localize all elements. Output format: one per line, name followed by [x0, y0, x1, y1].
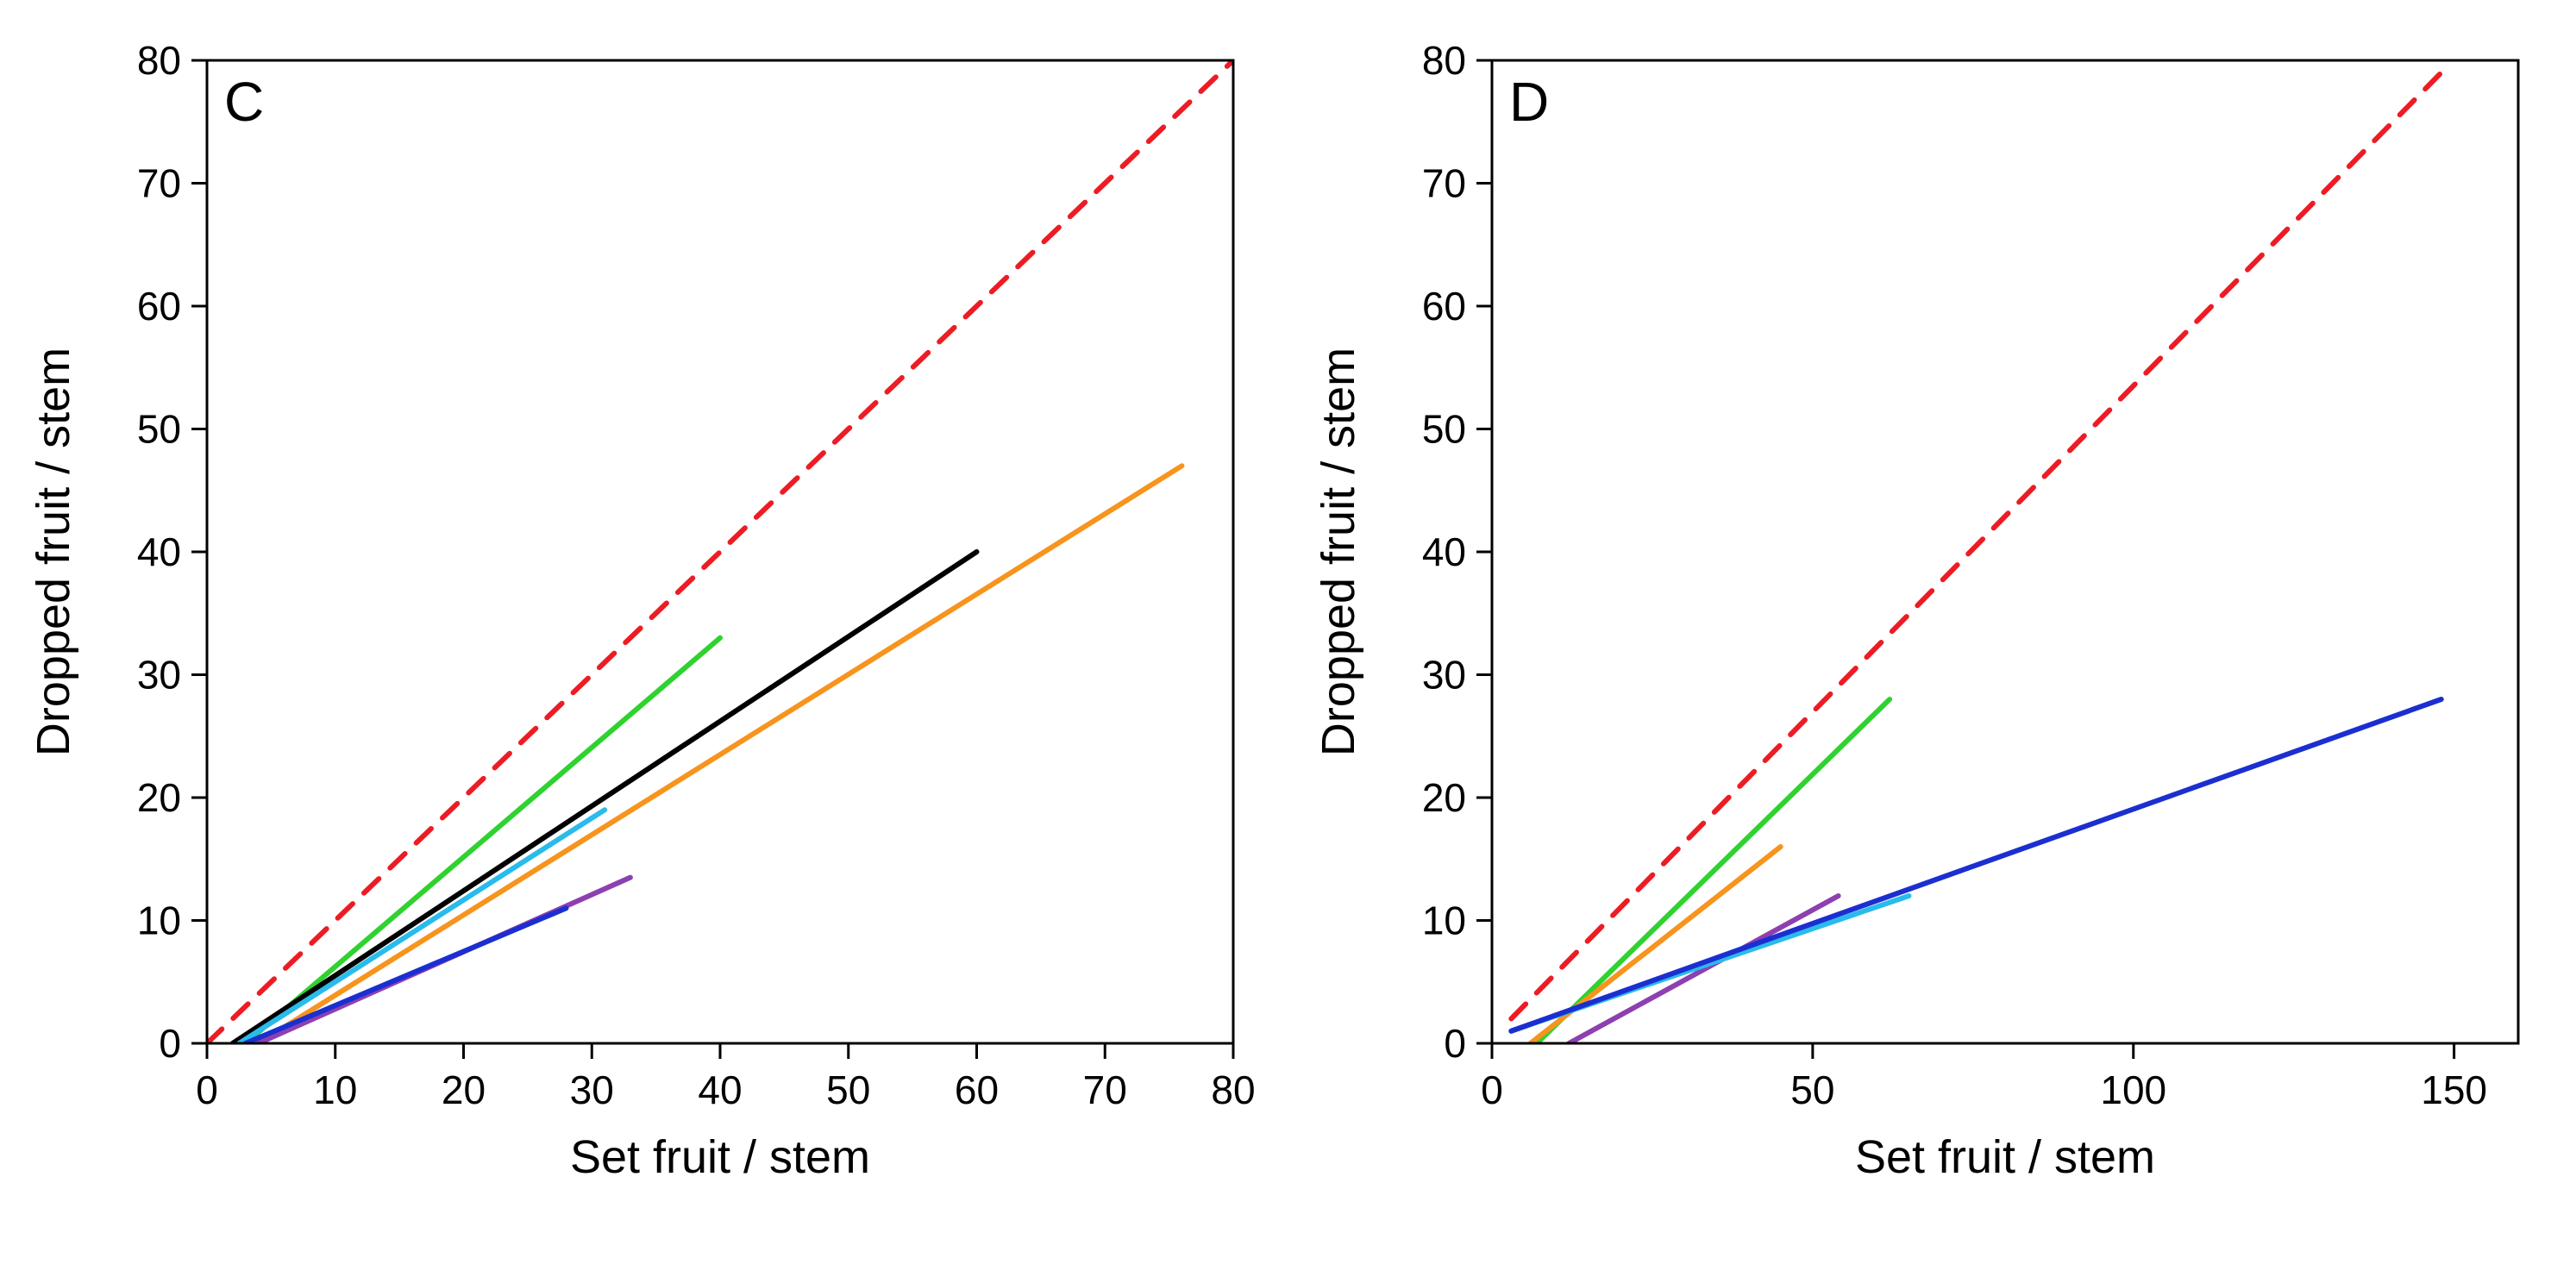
y-tick-label: 80	[137, 38, 181, 83]
x-tick-label: 50	[1790, 1067, 1834, 1112]
series-group	[1511, 72, 2441, 1043]
x-tick-label: 20	[442, 1067, 486, 1112]
series-red-dashed	[207, 60, 1233, 1043]
series-group	[207, 60, 1233, 1043]
y-tick-label: 40	[137, 529, 181, 574]
x-axis-title: Set fruit / stem	[1855, 1131, 2155, 1183]
y-tick-label: 70	[1422, 161, 1466, 206]
series-cyan	[239, 810, 605, 1043]
series-green	[1537, 699, 1890, 1043]
x-tick-label: 30	[570, 1067, 614, 1112]
chart-svg: 0 10 20 30 40 50 60 70 80 0 10 20 30 40 50 60 70 80 Set fr…	[0, 0, 1285, 1277]
y-tick-label: 40	[1422, 529, 1466, 574]
x-tick-label: 40	[698, 1067, 742, 1112]
x-tick-label: 0	[196, 1067, 218, 1112]
x-tick-label: 100	[2100, 1067, 2166, 1112]
series-red-dashed	[1511, 72, 2441, 1018]
y-tick-label: 50	[1422, 407, 1466, 452]
chart-panel-c: 0 10 20 30 40 50 60 70 80 0 10 20 30 40 50 60 70 80 Set fr…	[0, 0, 1285, 1277]
y-tick-label: 50	[137, 407, 181, 452]
y-axis-title: Dropped fruit / stem	[28, 347, 79, 756]
axis-box	[1492, 60, 2518, 1043]
y-tick-label: 60	[137, 284, 181, 329]
x-axis-title: Set fruit / stem	[570, 1131, 870, 1183]
x-tick-label: 0	[1481, 1067, 1503, 1112]
panel-label: C	[224, 71, 264, 133]
y-tick-label: 30	[1422, 653, 1466, 698]
y-tick-label: 30	[137, 653, 181, 698]
chart-panel-d: 0 50 100 150 0 10 20 30 40 50 60 70 80 Set fruit / st…	[1285, 0, 2570, 1277]
x-tick-label: 70	[1083, 1067, 1127, 1112]
x-tick-label: 150	[2421, 1067, 2487, 1112]
series-black	[233, 552, 977, 1043]
y-tick-label: 0	[159, 1021, 181, 1066]
y-tick-label: 80	[1422, 38, 1466, 83]
y-tick-label: 70	[137, 161, 181, 206]
series-blue	[1511, 699, 2441, 1031]
figure-row: 0 10 20 30 40 50 60 70 80 0 10 20 30 40 50 60 70 80 Set fr…	[0, 0, 2576, 1277]
x-tick-label: 50	[826, 1067, 870, 1112]
series-green	[246, 638, 720, 1043]
y-tick-label: 20	[137, 775, 181, 820]
y-tick-label: 0	[1444, 1021, 1466, 1066]
y-tick-label: 10	[1422, 898, 1466, 943]
y-tick-label: 10	[137, 898, 181, 943]
chart-svg: 0 50 100 150 0 10 20 30 40 50 60 70 80 Set fruit / st…	[1285, 0, 2570, 1277]
y-tick-label: 60	[1422, 284, 1466, 329]
y-axis-title: Dropped fruit / stem	[1313, 347, 1364, 756]
x-tick-label: 60	[955, 1067, 999, 1112]
y-tick-label: 20	[1422, 775, 1466, 820]
x-tick-label: 80	[1211, 1067, 1255, 1112]
panel-label: D	[1509, 71, 1549, 133]
x-tick-label: 10	[313, 1067, 357, 1112]
